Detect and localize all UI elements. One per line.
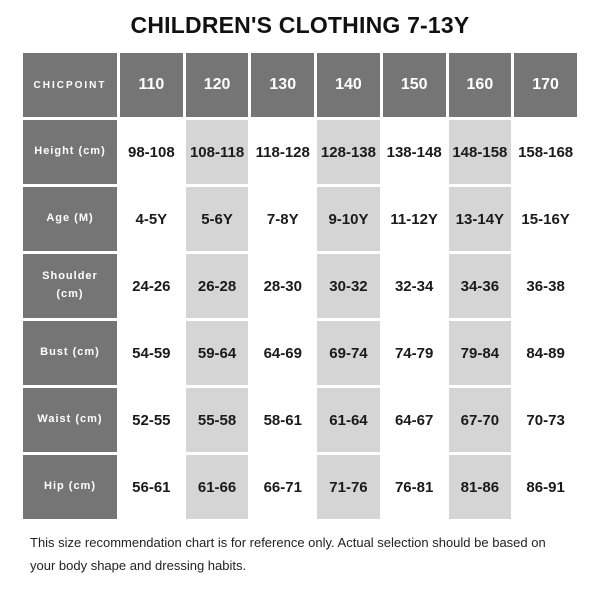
size-column-header: 140 (317, 53, 380, 117)
size-column-header: 130 (251, 53, 315, 117)
size-cell: 26-28 (185, 254, 249, 318)
size-cell: 28-30 (251, 254, 315, 318)
size-cell: 52-55 (120, 388, 183, 452)
size-column-header: 150 (382, 53, 446, 117)
size-cell: 138-148 (382, 120, 446, 184)
size-cell: 74-79 (382, 321, 446, 385)
size-cell: 76-81 (382, 455, 446, 519)
row-label-bust: Bust (cm) (23, 321, 117, 385)
size-cell: 4-5Y (120, 187, 183, 251)
size-cell: 108-118 (185, 120, 249, 184)
table-row-waist: Waist (cm) 52-55 55-58 58-61 61-64 64-67… (23, 388, 577, 452)
page-title: CHILDREN'S CLOTHING 7-13Y (130, 12, 470, 38)
size-cell: 11-12Y (382, 187, 446, 251)
size-cell: 56-61 (120, 455, 183, 519)
size-column-header: 160 (448, 53, 512, 117)
size-column-header: 170 (514, 53, 577, 117)
size-cell: 118-128 (251, 120, 315, 184)
size-cell: 81-86 (448, 455, 512, 519)
row-label-hip: Hip (cm) (23, 455, 117, 519)
size-cell: 128-138 (317, 120, 380, 184)
size-cell: 30-32 (317, 254, 380, 318)
size-cell: 24-26 (120, 254, 183, 318)
brand-cell: CHICPOINT (23, 53, 117, 117)
size-cell: 9-10Y (317, 187, 380, 251)
size-column-header: 110 (120, 53, 183, 117)
size-cell: 71-76 (317, 455, 380, 519)
size-chart-page: CHILDREN'S CLOTHING 7-13Y CHICPOINT 110 … (0, 12, 600, 600)
size-cell: 7-8Y (251, 187, 315, 251)
size-cell: 13-14Y (448, 187, 512, 251)
size-cell: 15-16Y (514, 187, 577, 251)
table-row-shoulder: Shoulder (cm) 24-26 26-28 28-30 30-32 32… (23, 254, 577, 318)
disclaimer-text: This size recommendation chart is for re… (30, 535, 546, 573)
size-cell: 66-71 (251, 455, 315, 519)
size-cell: 34-36 (448, 254, 512, 318)
size-cell: 54-59 (120, 321, 183, 385)
size-cell: 158-168 (514, 120, 577, 184)
size-column-header: 120 (185, 53, 249, 117)
table-row-hip: Hip (cm) 56-61 61-66 66-71 71-76 76-81 8… (23, 455, 577, 519)
size-cell: 61-64 (317, 388, 380, 452)
size-cell: 58-61 (251, 388, 315, 452)
size-chart-table: CHICPOINT 110 120 130 140 150 160 170 He… (20, 50, 580, 522)
size-cell: 70-73 (514, 388, 577, 452)
header-row: CHICPOINT 110 120 130 140 150 160 170 (23, 53, 577, 117)
size-cell: 69-74 (317, 321, 380, 385)
table-row-age: Age (M) 4-5Y 5-6Y 7-8Y 9-10Y 11-12Y 13-1… (23, 187, 577, 251)
size-cell: 84-89 (514, 321, 577, 385)
size-cell: 79-84 (448, 321, 512, 385)
size-cell: 32-34 (382, 254, 446, 318)
table-row-height: Height (cm) 98-108 108-118 118-128 128-1… (23, 120, 577, 184)
row-label-shoulder: Shoulder (cm) (23, 254, 117, 318)
size-cell: 67-70 (448, 388, 512, 452)
size-cell: 55-58 (185, 388, 249, 452)
size-cell: 5-6Y (185, 187, 249, 251)
row-label-height: Height (cm) (23, 120, 117, 184)
size-cell: 86-91 (514, 455, 577, 519)
size-cell: 59-64 (185, 321, 249, 385)
size-cell: 64-69 (251, 321, 315, 385)
size-cell: 98-108 (120, 120, 183, 184)
table-row-bust: Bust (cm) 54-59 59-64 64-69 69-74 74-79 … (23, 321, 577, 385)
size-cell: 36-38 (514, 254, 577, 318)
size-cell: 64-67 (382, 388, 446, 452)
row-label-age: Age (M) (23, 187, 117, 251)
row-label-waist: Waist (cm) (23, 388, 117, 452)
size-cell: 61-66 (185, 455, 249, 519)
size-cell: 148-158 (448, 120, 512, 184)
